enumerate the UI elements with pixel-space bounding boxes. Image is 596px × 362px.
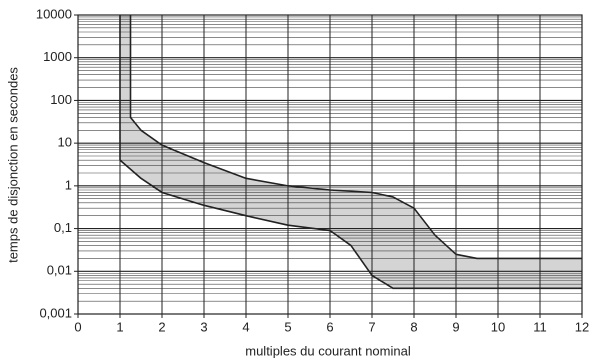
y-tick-label: 100 bbox=[50, 92, 72, 107]
band-fill bbox=[120, 15, 582, 289]
x-tick-label: 4 bbox=[242, 319, 249, 334]
x-tick-label: 9 bbox=[452, 319, 459, 334]
x-tick-label: 1 bbox=[116, 319, 123, 334]
x-tick-label: 11 bbox=[533, 319, 547, 334]
x-tick-label: 5 bbox=[284, 319, 291, 334]
x-tick-label: 7 bbox=[368, 319, 375, 334]
y-tick-label: 0,001 bbox=[39, 305, 72, 320]
y-tick-label: 0,1 bbox=[54, 220, 72, 235]
band-boundary bbox=[119, 15, 582, 290]
x-axis-label: multiples du courant nominal bbox=[245, 343, 411, 358]
y-axis-label: temps de disjonction en secondes bbox=[5, 67, 20, 263]
x-tick-label: 12 bbox=[575, 319, 589, 334]
y-tick-label: 10000 bbox=[36, 6, 72, 21]
band-boundary bbox=[129, 15, 582, 260]
x-tick-label: 3 bbox=[200, 319, 207, 334]
x-tick-label: 8 bbox=[410, 319, 417, 334]
x-tick-label: 6 bbox=[326, 319, 333, 334]
y-tick-label: 0,01 bbox=[47, 263, 72, 278]
plot-frame bbox=[77, 14, 583, 315]
y-tick-label: 1 bbox=[65, 177, 72, 192]
x-tick-label: 2 bbox=[158, 319, 165, 334]
y-tick-label: 1000 bbox=[43, 49, 72, 64]
y-tick-label: 10 bbox=[58, 135, 72, 150]
x-tick-label: 0 bbox=[74, 319, 81, 334]
x-tick-label: 10 bbox=[491, 319, 505, 334]
